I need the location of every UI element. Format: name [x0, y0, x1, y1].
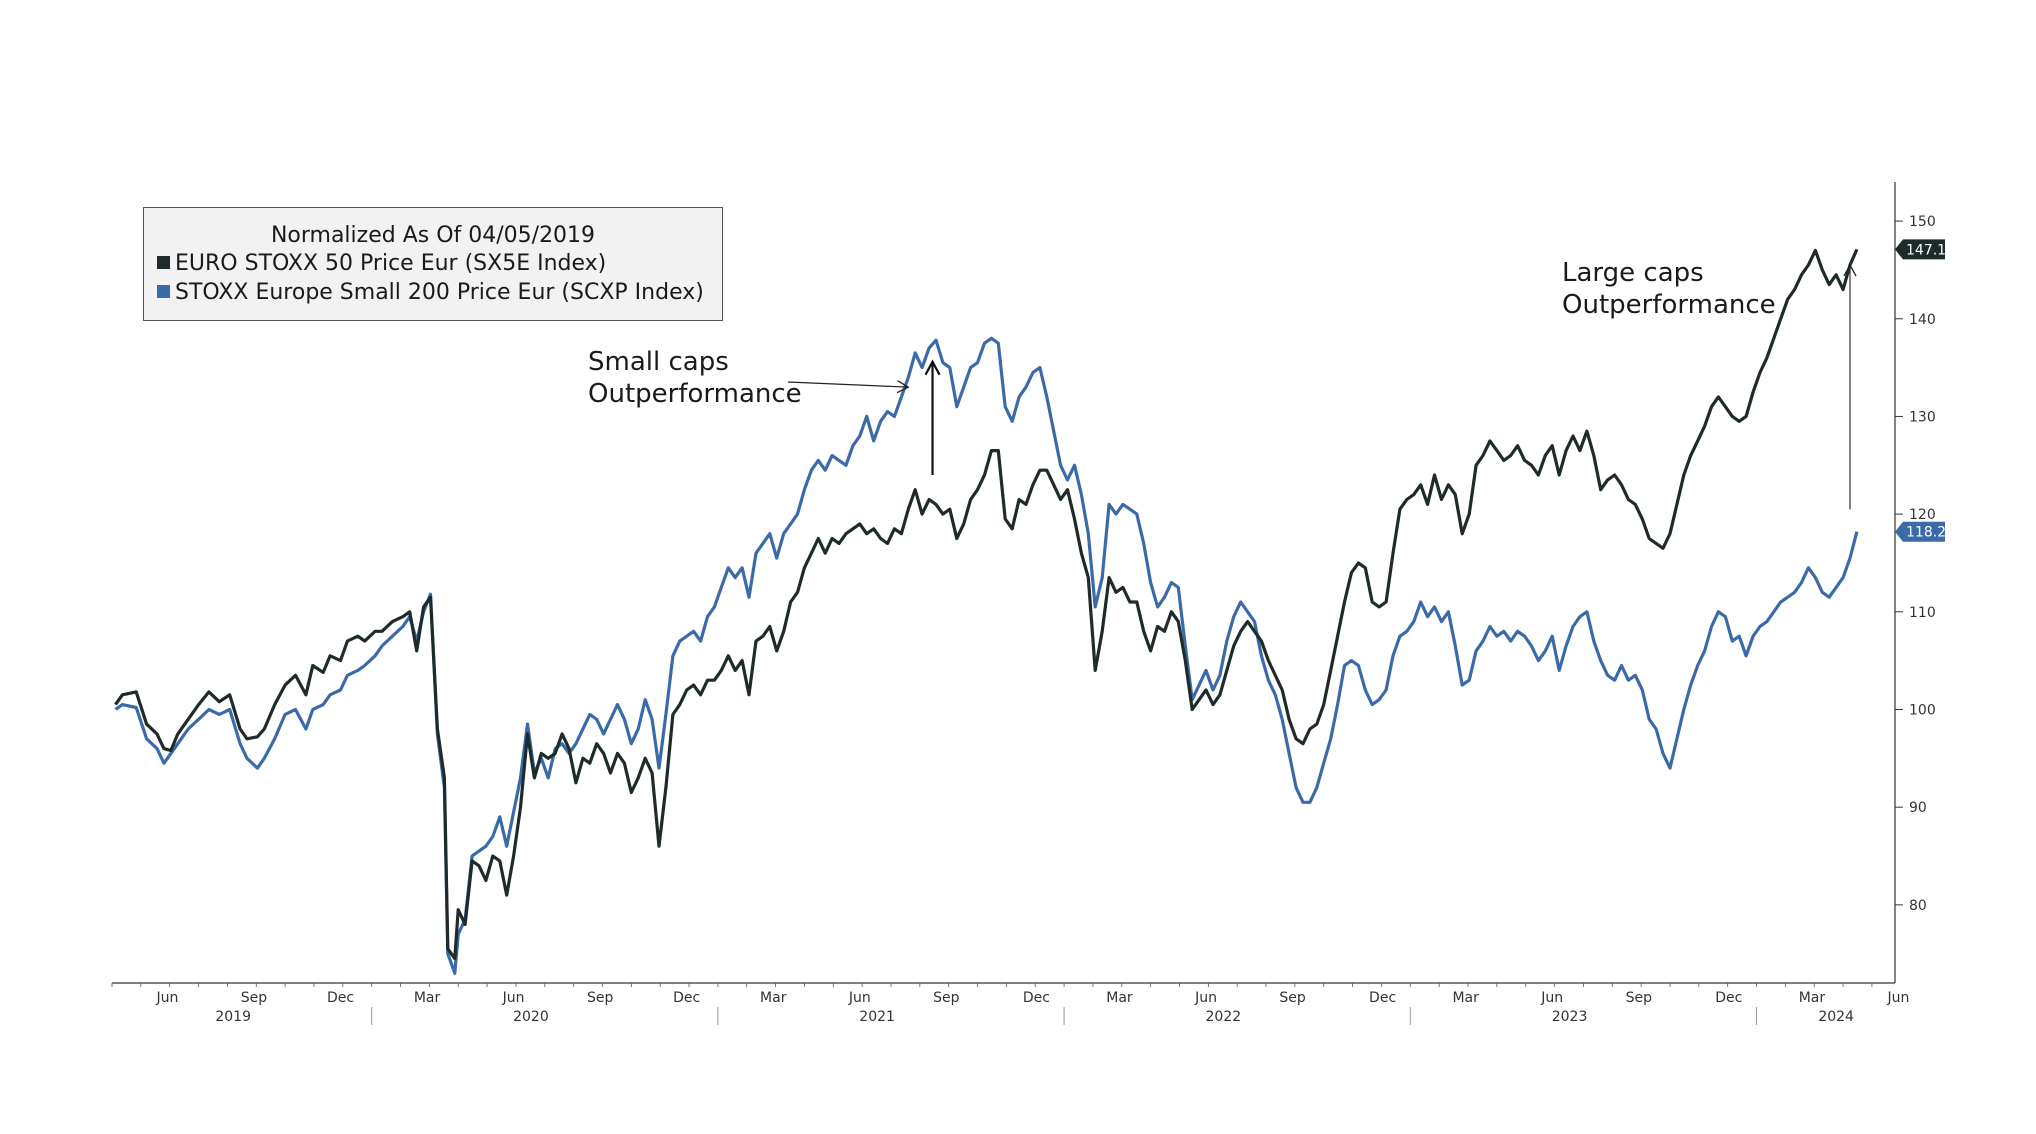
x-tick-label: Dec	[1715, 990, 1742, 1006]
legend-label-sx5e: EURO STOXX 50 Price Eur (SX5E Index)	[175, 251, 607, 276]
last-value-tag-bg	[1895, 239, 1945, 260]
annotation-small-caps-line1: Small caps	[588, 347, 729, 377]
small-caps-pointer-arrow	[787, 380, 910, 394]
legend-label-scxp: STOXX Europe Small 200 Price Eur (SCXP I…	[175, 280, 704, 305]
x-tick-label: Jun	[502, 990, 525, 1006]
y-tick-label: 110	[1909, 605, 1936, 621]
x-tick-label: Jun	[848, 990, 871, 1006]
y-tick-label: 150	[1909, 214, 1936, 230]
last-value-tag-scxp: 118.2	[1895, 521, 1946, 542]
legend-item-sx5e: EURO STOXX 50 Price Eur (SX5E Index)	[157, 251, 606, 276]
chart-lines	[114, 248, 1859, 975]
chart-axes: 80 90 100 110 120 130 140 150 Jun Sep Dec Mar Jun Sep…	[111, 182, 1936, 1025]
x-year-label: 2019	[215, 1009, 251, 1025]
x-tick-label: Jun	[1887, 990, 1910, 1006]
annotation-large-caps-line2: Outperformance	[1562, 290, 1776, 320]
series-line-sx5e	[114, 248, 1859, 961]
x-tick-label: Sep	[933, 990, 960, 1006]
annotation-small-caps: Small caps Outperformance	[588, 346, 802, 410]
annotation-large-caps-line1: Large caps	[1562, 258, 1704, 288]
x-tick-label: Sep	[1626, 990, 1653, 1006]
x-tick-label: Mar	[1106, 990, 1133, 1006]
last-value-tag-text: 118.2	[1906, 525, 1946, 541]
last-value-tag-bg	[1895, 521, 1945, 542]
x-tick-label: Sep	[587, 990, 614, 1006]
legend-swatch-sx5e	[157, 256, 170, 269]
x-year-label: 2024	[1818, 1009, 1854, 1025]
x-tick-label: Sep	[241, 990, 268, 1006]
y-tick-label: 140	[1909, 312, 1936, 328]
x-year-label: 2021	[859, 1009, 895, 1025]
series-line-scxp	[114, 336, 1859, 975]
y-tick-label: 120	[1909, 507, 1936, 523]
last-value-tag-sx5e: 147.1	[1895, 239, 1946, 260]
last-value-tag-text: 147.1	[1906, 242, 1946, 258]
chart-legend: Normalized As Of 04/05/2019 EURO STOXX 5…	[143, 207, 723, 321]
x-year-label: 2022	[1206, 1009, 1242, 1025]
x-tick-label: Mar	[1452, 990, 1479, 1006]
y-tick-label: 130	[1909, 409, 1936, 425]
legend-item-scxp: STOXX Europe Small 200 Price Eur (SCXP I…	[157, 280, 704, 305]
annotation-arrows	[787, 263, 1857, 510]
x-tick-label: Dec	[327, 990, 354, 1006]
last-value-tags: 147.1 118.2	[1895, 239, 1946, 542]
annotation-large-caps: Large caps Outperformance	[1562, 257, 1776, 321]
x-tick-label: Mar	[414, 990, 441, 1006]
x-tick-label: Jun	[155, 990, 178, 1006]
x-tick-label: Mar	[760, 990, 787, 1006]
x-tick-label: Dec	[673, 990, 700, 1006]
x-tick-label: Jun	[1540, 990, 1563, 1006]
x-tick-label: Mar	[1799, 990, 1826, 1006]
x-year-label: 2020	[513, 1009, 549, 1025]
y-tick-label: 100	[1909, 702, 1936, 718]
annotation-small-caps-line2: Outperformance	[588, 379, 802, 409]
y-tick-label: 80	[1909, 898, 1927, 914]
legend-swatch-scxp	[157, 285, 170, 298]
y-tick-label: 90	[1909, 800, 1927, 816]
x-tick-label: Dec	[1023, 990, 1050, 1006]
legend-title: Normalized As Of 04/05/2019	[270, 223, 596, 248]
x-tick-label: Sep	[1279, 990, 1306, 1006]
x-tick-label: Jun	[1194, 990, 1217, 1006]
x-year-label: 2023	[1552, 1009, 1588, 1025]
x-tick-label: Dec	[1369, 990, 1396, 1006]
